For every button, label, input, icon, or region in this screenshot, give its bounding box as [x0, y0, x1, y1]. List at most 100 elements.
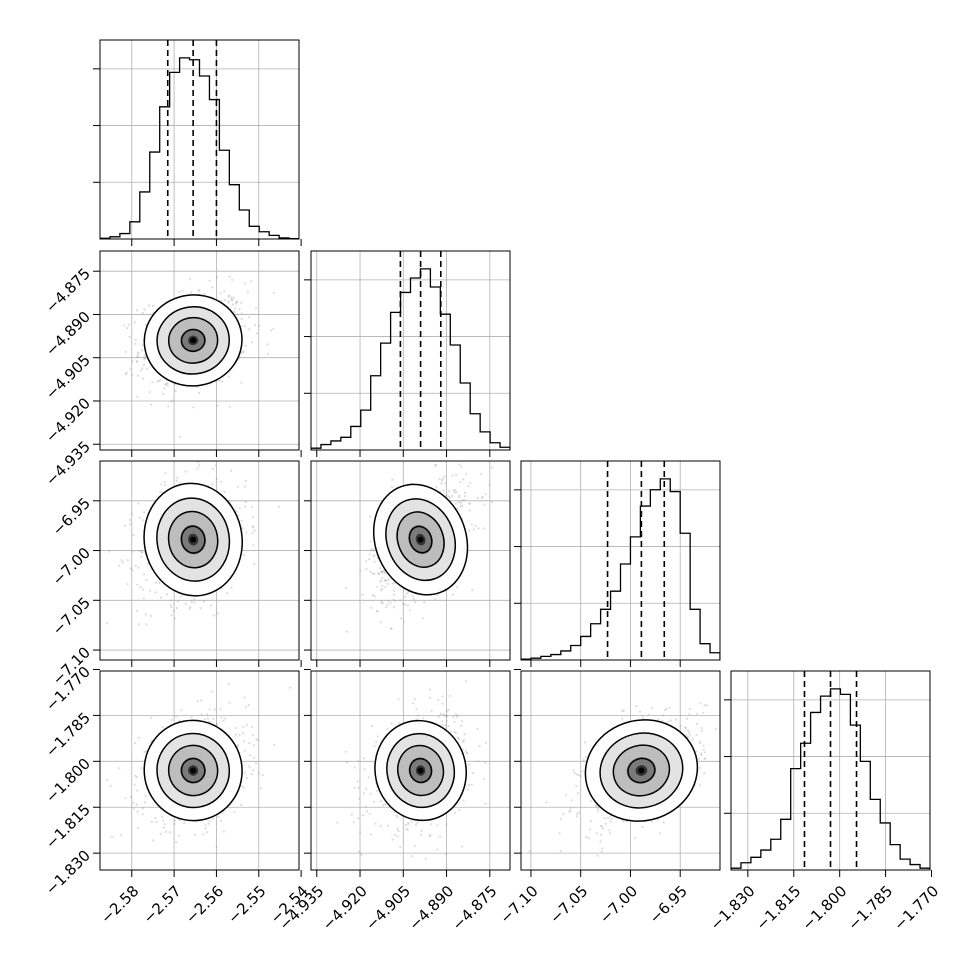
scatter-point	[169, 603, 172, 607]
scatter-point	[393, 589, 396, 592]
scatter-point	[370, 548, 373, 551]
scatter-point	[162, 392, 165, 395]
scatter-point	[381, 587, 384, 591]
scatter-point	[601, 847, 604, 850]
scatter-point	[130, 374, 134, 377]
y-tick-label: −4.920	[42, 394, 94, 446]
scatter-point	[193, 597, 196, 601]
scatter-point	[224, 717, 227, 720]
scatter-point	[700, 729, 704, 733]
scatter-point	[170, 400, 173, 403]
scatter-point	[439, 835, 442, 839]
scatter-point	[585, 835, 588, 839]
scatter-point	[368, 553, 371, 556]
scatter-point	[443, 475, 446, 478]
scatter-point	[478, 745, 481, 748]
scatter-point	[196, 467, 199, 470]
scatter-point	[392, 598, 395, 601]
scatter-point	[375, 610, 379, 613]
scatter-point	[668, 706, 671, 710]
scatter-point	[180, 709, 183, 712]
scatter-point	[132, 807, 135, 811]
scatter-point	[600, 850, 603, 853]
scatter-point	[190, 716, 193, 719]
scatter-point	[213, 614, 216, 617]
scatter-point	[230, 586, 233, 589]
scatter-point	[697, 757, 701, 760]
histogram-step	[100, 57, 299, 239]
scatter-point	[174, 389, 177, 392]
scatter-point	[441, 695, 444, 698]
panel-1-0: −4.935−4.920−4.905−4.890−4.875	[42, 250, 302, 489]
scatter-point	[361, 593, 364, 596]
contour-line	[180, 757, 206, 784]
scatter-point	[250, 773, 253, 776]
scatter-point	[248, 765, 251, 769]
scatter-point	[230, 469, 233, 472]
scatter-point	[214, 464, 218, 467]
scatter-point	[434, 598, 437, 601]
scatter-point	[253, 562, 256, 566]
scatter-point	[180, 595, 183, 598]
scatter-point	[588, 828, 592, 831]
scatter-point	[131, 360, 134, 363]
scatter-point	[252, 544, 255, 547]
scatter-point	[253, 744, 256, 747]
panel-3-3: −1.830−1.815−1.800−1.785−1.770	[707, 670, 942, 934]
scatter-point	[442, 713, 445, 716]
scatter-point	[188, 278, 191, 281]
scatter-point	[714, 727, 718, 730]
scatter-point	[240, 381, 243, 384]
scatter-point	[463, 495, 467, 498]
scatter-point	[463, 491, 467, 494]
scatter-point	[256, 332, 259, 335]
scatter-point	[463, 733, 466, 736]
scatter-point	[170, 718, 173, 722]
scatter-point	[253, 529, 256, 532]
scatter-point	[173, 823, 176, 826]
scatter-point	[220, 299, 223, 302]
scatter-point	[369, 515, 372, 518]
scatter-point	[470, 783, 473, 786]
scatter-point	[137, 502, 140, 505]
scatter-point	[622, 819, 625, 823]
scatter-point	[216, 722, 219, 725]
scatter-point	[581, 770, 584, 773]
panel-2-0: −7.10−7.05−7.00−6.95	[49, 454, 302, 689]
scatter-point	[243, 771, 246, 774]
histogram-step	[311, 268, 510, 450]
scatter-point	[430, 823, 433, 826]
scatter-point	[382, 804, 385, 807]
scatter-point	[221, 454, 223, 456]
scatter-point	[468, 502, 471, 505]
scatter-point	[462, 739, 465, 742]
scatter-point	[675, 718, 678, 721]
scatter-point	[412, 702, 415, 705]
peak-marker	[190, 767, 197, 774]
scatter-point	[266, 353, 270, 356]
scatter-point	[230, 298, 233, 302]
scatter-point	[441, 723, 444, 727]
scatter-point	[490, 466, 494, 469]
scatter-point	[577, 773, 580, 777]
scatter-point	[454, 502, 457, 505]
peak-marker	[190, 536, 197, 543]
scatter-point	[179, 481, 182, 484]
contour-line	[167, 510, 219, 569]
scatter-point	[378, 572, 381, 576]
scatter-point	[474, 524, 477, 527]
y-tick-label: −4.905	[42, 351, 94, 403]
scatter-point	[353, 766, 356, 769]
scatter-point	[184, 602, 187, 605]
contour-line	[156, 497, 231, 582]
scatter-point	[232, 296, 235, 299]
scatter-point	[216, 404, 219, 407]
scatter-point	[272, 327, 275, 330]
scatter-point	[448, 496, 451, 499]
peak-marker	[417, 536, 424, 543]
scatter-point	[601, 827, 605, 830]
scatter-point	[371, 593, 374, 597]
scatter-point	[211, 286, 214, 289]
scatter-point	[460, 465, 463, 468]
scatter-point	[198, 289, 201, 292]
